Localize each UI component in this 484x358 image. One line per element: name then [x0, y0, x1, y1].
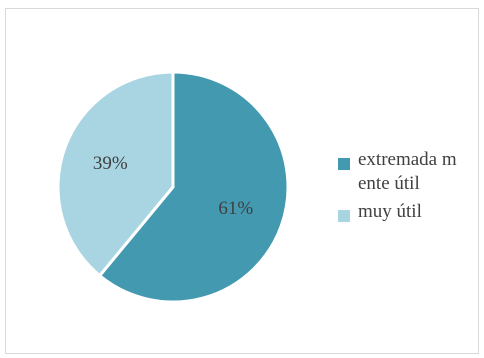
chart-area: 61% 39% extremada mente útil muy útil: [5, 8, 479, 354]
legend-item-extremadamente-util: extremada mente útil: [338, 148, 468, 196]
legend-label-extremadamente-util: extremada mente útil: [358, 149, 457, 194]
pie-chart: 61% 39%: [56, 70, 290, 304]
data-label-muy-util: 39%: [93, 153, 128, 174]
pie-slice-extremadamente-util: [98, 70, 290, 304]
legend-swatch-muy-util: [338, 210, 350, 222]
data-label-extremadamente-util: 61%: [218, 198, 253, 219]
legend: extremada mente útil muy útil: [338, 148, 468, 228]
legend-swatch-extremadamente-util: [338, 158, 350, 170]
legend-item-muy-util: muy útil: [338, 200, 468, 224]
pie-slice-muy-util: [56, 70, 175, 278]
legend-label-muy-util: muy útil: [358, 201, 422, 222]
